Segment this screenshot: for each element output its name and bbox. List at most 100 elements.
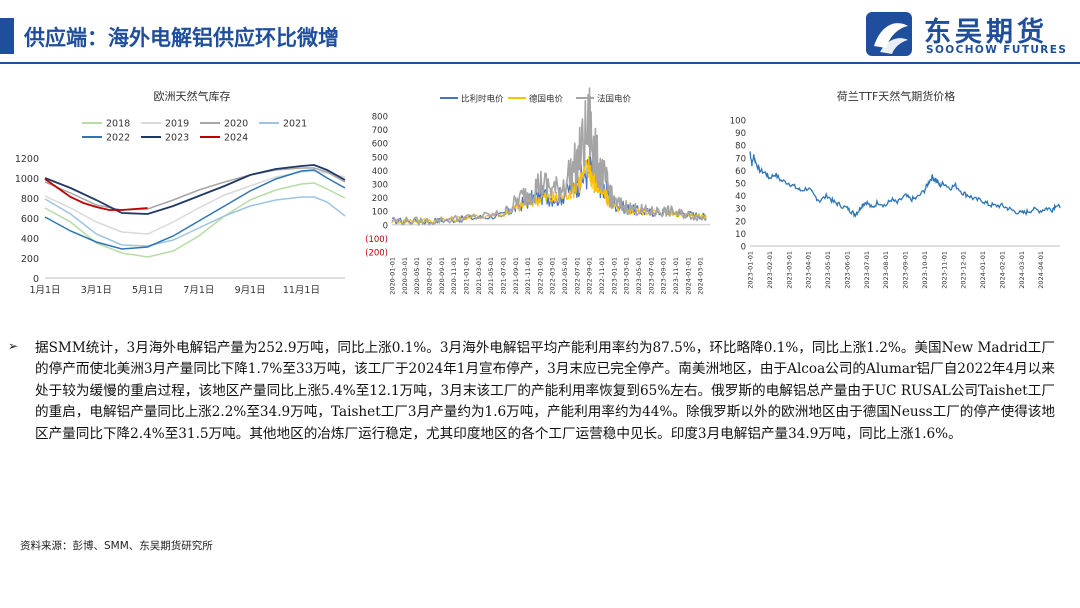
x-tick-label: 2024-01-01 [979, 251, 987, 289]
series-line-2018 [44, 182, 346, 258]
series-line-2023 [44, 164, 346, 215]
x-tick-label: 2023-03-01 [785, 251, 793, 289]
y-tick-label: 0 [383, 221, 388, 231]
y-tick-label: 1200 [15, 154, 39, 165]
y-tick-label: 700 [372, 126, 388, 136]
y-tick-label: 200 [372, 194, 388, 204]
y-tick-label: 800 [21, 194, 39, 205]
x-tick-label: 2023-11-01 [672, 257, 680, 295]
y-tick-label: 800 [372, 113, 388, 123]
chart-electricity-prices: 比利时电价 德国电价 法国电价 (200) (100) 0 100 200 300 400 500… [365, 87, 710, 295]
y-tick-label: 500 [372, 153, 388, 163]
y-tick-label: 100 [372, 208, 388, 218]
series-line-2022 [44, 169, 346, 250]
chart-title: 荷兰TTF天然气期货价格 [837, 89, 956, 103]
series-line-2024 [44, 178, 148, 211]
series-line-ttf [749, 151, 1061, 218]
x-tick-label: 2023-11-01 [940, 251, 948, 289]
logo-text-chinese: 东吴期货 [924, 17, 1048, 48]
x-tick-label: 11月1日 [283, 285, 320, 296]
y-tick-label: 10 [735, 230, 746, 240]
legend-label-2021: 2021 [283, 119, 307, 130]
y-tick-label: 80 [735, 142, 746, 152]
x-tick-label: 2023-12-01 [960, 251, 968, 289]
x-tick-label: 2022-01-01 [536, 257, 544, 295]
x-tick-label: 2023-04-01 [805, 251, 813, 289]
x-tick-label: 3月1日 [81, 285, 112, 296]
x-tick-label: 2024-03-01 [697, 257, 705, 295]
x-tick-label: 2024-03-01 [1018, 251, 1026, 289]
chart-title: 欧洲天然气库存 [154, 89, 231, 103]
x-tick-label: 2021-03-01 [475, 257, 483, 295]
y-tick-label: 50 [735, 180, 746, 190]
x-tick-label: 2023-07-01 [647, 257, 655, 295]
header-divider [0, 62, 1080, 64]
y-tick-label: 0 [741, 243, 746, 253]
header-accent-bar [0, 18, 14, 54]
y-tick-label: 40 [735, 192, 746, 202]
soochow-logo-icon [866, 12, 912, 56]
page-title: 供应端：海外电解铝供应环比微增 [24, 26, 339, 50]
x-tick-label: 2023-01-01 [747, 251, 755, 289]
y-tick-label: 20 [735, 217, 746, 227]
x-tick-label: 2020-11-01 [450, 257, 458, 295]
company-logo: 东吴期货 SOOCHOW FUTURES [864, 8, 1074, 60]
legend-label-2018: 2018 [106, 119, 130, 130]
legend-label-比利时电价: 比利时电价 [461, 94, 504, 105]
x-tick-label: 2023-07-01 [863, 251, 871, 289]
x-tick-label: 2024-01-01 [684, 257, 692, 295]
x-tick-label: 2023-09-01 [660, 257, 668, 295]
body-paragraph: 据SMM统计，3月海外电解铝产量为252.9万吨，同比上涨0.1%。3月海外电解… [35, 340, 1055, 442]
x-tick-label: 2023-09-01 [902, 251, 910, 289]
y-tick-label: 0 [33, 274, 39, 285]
legend-label-德国电价: 德国电价 [529, 94, 564, 105]
logo-text-english: SOOCHOW FUTURES [926, 44, 1068, 56]
x-tick-label: 2021-07-01 [499, 257, 507, 295]
x-tick-label: 2022-07-01 [573, 257, 581, 295]
x-tick-label: 2023-05-01 [635, 257, 643, 295]
x-tick-label: 2022-05-01 [561, 257, 569, 295]
x-tick-label: 2021-11-01 [524, 257, 532, 295]
x-tick-label: 2021-01-01 [462, 257, 470, 295]
x-tick-label: 2021-05-01 [487, 257, 495, 295]
y-tick-label: 60 [735, 167, 746, 177]
x-tick-label: 2020-07-01 [425, 257, 433, 295]
x-tick-label: 2023-06-01 [843, 251, 851, 289]
series-line-法国电价 [391, 87, 708, 226]
legend-label-2024: 2024 [224, 133, 248, 144]
chart-ttf-futures: 荷兰TTF天然气期货价格 0 10 20 30 40 50 60 70 80 90 100 2023-… [730, 89, 1061, 289]
x-tick-label: 2024-02-01 [998, 251, 1006, 289]
legend-label-法国电价: 法国电价 [597, 94, 632, 105]
x-tick-label: 9月1日 [235, 285, 266, 296]
bullet-icon: ➢ [8, 339, 19, 353]
legend-label-2019: 2019 [165, 119, 189, 130]
legend-label-2022: 2022 [106, 133, 130, 144]
x-tick-label: 2023-02-01 [766, 251, 774, 289]
x-tick-label: 2020-09-01 [438, 257, 446, 295]
source-note: 资料来源：彭博、SMM、东吴期货研究所 [20, 540, 213, 552]
x-tick-label: 2023-05-01 [824, 251, 832, 289]
x-tick-label: 2023-03-01 [623, 257, 631, 295]
y-tick-label: (200) [365, 249, 388, 259]
series-line-2021 [44, 196, 346, 247]
legend-label-2020: 2020 [224, 119, 248, 130]
series-line-2019 [44, 170, 346, 235]
x-tick-label: 2021-09-01 [512, 257, 520, 295]
y-tick-label: 70 [735, 154, 746, 164]
y-tick-label: 400 [21, 234, 39, 245]
x-tick-label: 5月1日 [132, 285, 163, 296]
x-tick-label: 2023-10-01 [921, 251, 929, 289]
x-tick-label: 2020-03-01 [401, 257, 409, 295]
x-tick-label: 2023-08-01 [882, 251, 890, 289]
x-tick-label: 2022-03-01 [549, 257, 557, 295]
y-tick-label: 100 [730, 117, 746, 127]
y-tick-label: 600 [372, 140, 388, 150]
y-tick-label: 400 [372, 167, 388, 177]
y-tick-label: 30 [735, 205, 746, 215]
y-tick-label: (100) [365, 235, 388, 245]
x-tick-label: 2020-05-01 [413, 257, 421, 295]
y-tick-label: 600 [21, 214, 39, 225]
x-tick-label: 2022-09-01 [586, 257, 594, 295]
legend-label-2023: 2023 [165, 133, 189, 144]
y-tick-label: 300 [372, 181, 388, 191]
